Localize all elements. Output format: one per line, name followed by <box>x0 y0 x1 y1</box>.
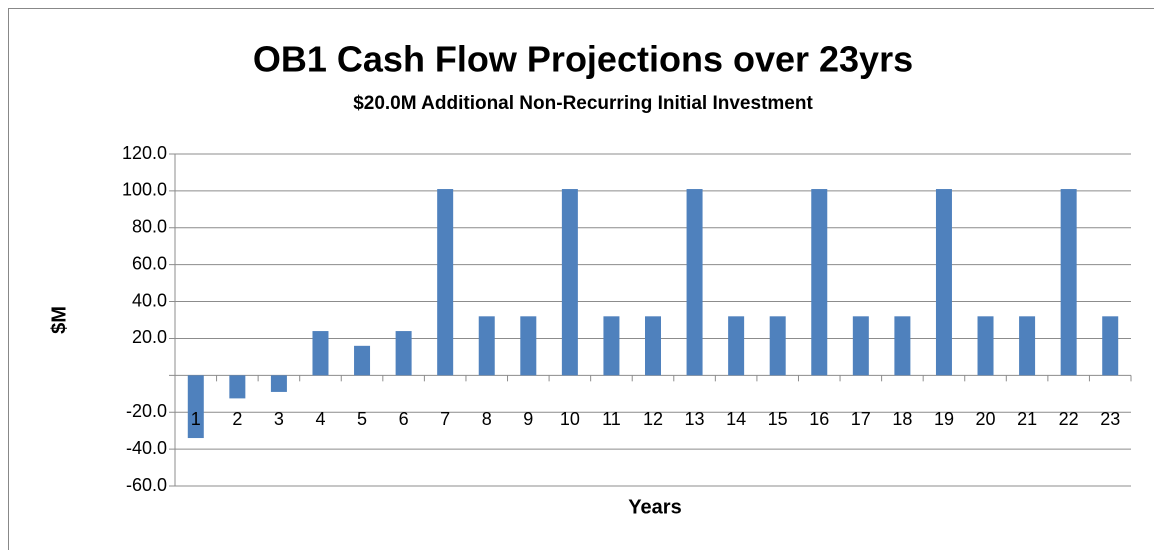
x-tick-label: 12 <box>643 409 663 429</box>
y-tick-label: 60.0 <box>132 253 167 273</box>
bar <box>1102 316 1119 376</box>
x-tick-label: 22 <box>1059 409 1079 429</box>
bar <box>686 189 703 376</box>
bar <box>478 316 495 376</box>
x-tick-label: 13 <box>685 409 705 429</box>
bar <box>561 189 578 376</box>
y-tick-label: -60.0 <box>126 475 167 495</box>
bar <box>270 375 287 392</box>
x-tick-label: 6 <box>399 409 409 429</box>
bar <box>187 375 204 439</box>
x-tick-label: 16 <box>809 409 829 429</box>
bar <box>395 331 412 376</box>
bar <box>603 316 620 376</box>
x-tick-label: 17 <box>851 409 871 429</box>
bar <box>894 316 911 376</box>
y-tick-label: -40.0 <box>126 438 167 458</box>
bar <box>1019 316 1036 376</box>
bar <box>1060 189 1077 376</box>
y-tick-label: 100.0 <box>122 180 167 200</box>
x-axis-title: Years <box>628 496 681 518</box>
y-axis-title: $M <box>48 306 70 334</box>
x-tick-label: 5 <box>357 409 367 429</box>
bar <box>728 316 745 376</box>
bar <box>769 316 786 376</box>
x-tick-label: 4 <box>315 409 325 429</box>
chart-subtitle: $20.0M Additional Non-Recurring Initial … <box>353 93 813 114</box>
y-tick-label: 80.0 <box>132 217 167 237</box>
x-tick-label: 20 <box>976 409 996 429</box>
bar <box>645 316 661 376</box>
x-tick-label: 23 <box>1100 409 1120 429</box>
bar <box>852 316 869 376</box>
x-tick-label: 2 <box>232 409 242 429</box>
bar <box>354 345 371 376</box>
x-tick-label: 11 <box>602 409 621 429</box>
bar <box>811 189 828 376</box>
x-tick-label: 10 <box>560 409 580 429</box>
x-tick-label: 15 <box>768 409 788 429</box>
x-tick-label: 14 <box>726 409 746 429</box>
x-tick-label: 9 <box>523 409 533 429</box>
chart-frame <box>8 8 1154 550</box>
x-tick-label: 8 <box>482 409 492 429</box>
bar <box>437 189 454 376</box>
y-tick-label: 20.0 <box>132 327 167 347</box>
bar <box>977 316 994 376</box>
x-tick-label: 21 <box>1017 409 1037 429</box>
x-tick-label: 19 <box>934 409 954 429</box>
bar <box>520 316 537 376</box>
chart-title: OB1 Cash Flow Projections over 23yrs <box>253 39 913 80</box>
x-tick-label: 3 <box>274 409 284 429</box>
bar <box>312 331 329 376</box>
y-tick-label: 120.0 <box>122 143 167 163</box>
x-tick-label: 1 <box>191 409 201 429</box>
y-tick-label: 40.0 <box>132 290 167 310</box>
y-tick-label: -20.0 <box>126 401 167 421</box>
x-tick-label: 7 <box>440 409 450 429</box>
bar <box>229 375 246 399</box>
bar <box>935 189 952 376</box>
x-tick-label: 18 <box>892 409 912 429</box>
